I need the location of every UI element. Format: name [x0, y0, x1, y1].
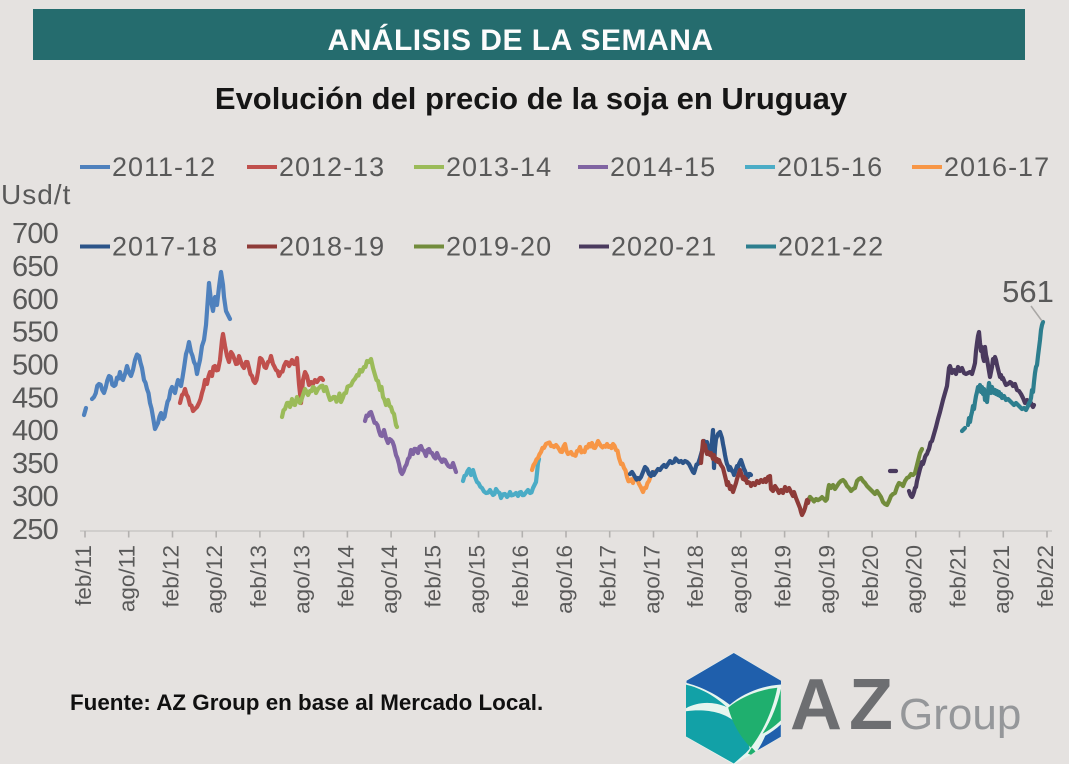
svg-text:450: 450 — [12, 382, 58, 414]
svg-text:feb/19: feb/19 — [771, 545, 796, 608]
svg-text:ago/18: ago/18 — [727, 545, 752, 614]
svg-text:AZ: AZ — [790, 665, 900, 745]
svg-text:2021-22: 2021-22 — [778, 232, 884, 262]
svg-text:550: 550 — [12, 317, 58, 349]
svg-text:250: 250 — [12, 514, 58, 546]
svg-text:2014-15: 2014-15 — [610, 152, 716, 182]
svg-text:ago/19: ago/19 — [814, 545, 839, 614]
svg-text:feb/21: feb/21 — [945, 545, 970, 608]
svg-text:feb/20: feb/20 — [858, 545, 883, 608]
svg-text:2017-18: 2017-18 — [112, 232, 218, 262]
svg-text:Usd/t: Usd/t — [1, 179, 71, 210]
svg-text:Group: Group — [899, 690, 1021, 739]
svg-text:feb/15: feb/15 — [421, 545, 446, 608]
svg-text:300: 300 — [12, 481, 58, 513]
svg-text:700: 700 — [12, 218, 58, 250]
svg-text:feb/17: feb/17 — [596, 545, 621, 608]
svg-text:2015-16: 2015-16 — [777, 152, 883, 182]
svg-text:feb/12: feb/12 — [158, 545, 183, 608]
svg-text:ago/11: ago/11 — [115, 545, 140, 612]
svg-text:ago/17: ago/17 — [639, 545, 664, 614]
svg-text:ago/20: ago/20 — [902, 545, 927, 614]
svg-text:feb/18: feb/18 — [683, 545, 708, 608]
svg-text:2011-12: 2011-12 — [112, 152, 216, 182]
svg-text:ago/13: ago/13 — [290, 545, 315, 614]
svg-text:feb/14: feb/14 — [333, 545, 358, 608]
svg-text:2019-20: 2019-20 — [446, 232, 552, 262]
svg-text:2018-19: 2018-19 — [279, 232, 385, 262]
svg-text:2016-17: 2016-17 — [944, 152, 1050, 182]
svg-text:2020-21: 2020-21 — [611, 232, 717, 262]
svg-text:feb/13: feb/13 — [246, 545, 271, 608]
svg-text:feb/16: feb/16 — [508, 545, 533, 608]
svg-text:500: 500 — [12, 350, 58, 382]
svg-text:ago/14: ago/14 — [377, 545, 402, 614]
svg-text:600: 600 — [12, 284, 58, 316]
svg-text:400: 400 — [12, 415, 58, 447]
svg-text:650: 650 — [12, 251, 58, 283]
svg-text:feb/22: feb/22 — [1033, 545, 1058, 608]
svg-text:feb/11: feb/11 — [71, 545, 96, 606]
svg-text:2012-13: 2012-13 — [279, 152, 385, 182]
svg-text:ago/15: ago/15 — [464, 545, 489, 614]
svg-text:561: 561 — [1002, 274, 1054, 309]
svg-text:ago/12: ago/12 — [202, 545, 227, 614]
svg-text:ago/16: ago/16 — [552, 545, 577, 614]
svg-text:350: 350 — [12, 448, 58, 480]
svg-text:ago/21: ago/21 — [989, 545, 1014, 614]
svg-text:2013-14: 2013-14 — [446, 152, 552, 182]
